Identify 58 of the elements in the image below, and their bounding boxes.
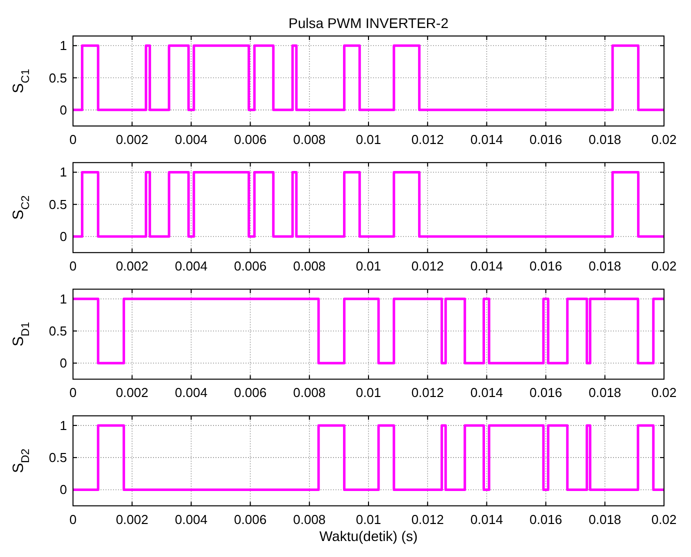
x-tick-label: 0.008: [293, 385, 326, 400]
x-tick-label: 0.014: [470, 512, 503, 527]
x-tick-label: 0: [69, 258, 77, 274]
x-tick-label: 0.016: [530, 258, 562, 274]
x-tick-label: 0.014: [470, 258, 503, 274]
x-tick-label: 0.012: [411, 258, 444, 274]
x-tick-label: 0.016: [530, 512, 562, 527]
x-tick-label: 0.016: [530, 385, 562, 400]
y-tick-label: 1: [60, 38, 67, 54]
x-tick-label: 0.006: [234, 258, 267, 274]
x-tick-label: 0.018: [588, 512, 622, 527]
x-tick-label: 0: [69, 132, 77, 147]
x-tick-label: 0.01: [356, 512, 382, 527]
x-tick-label: 0.004: [174, 512, 208, 527]
y-tick-label: 1: [60, 291, 67, 306]
x-tick-label: 0.008: [293, 132, 326, 147]
x-tick-label: 0.018: [588, 258, 622, 274]
x-tick-label: 0.004: [174, 132, 208, 147]
x-tick-label: 0: [69, 385, 77, 400]
y-tick-label: 0.5: [48, 70, 67, 86]
x-tick-label: 0.01: [356, 258, 382, 274]
y-tick-label: 0: [60, 102, 67, 118]
x-tick-label: 0.014: [470, 132, 503, 147]
y-tick-label: 0: [60, 356, 67, 371]
y-tick-label: 0.5: [48, 450, 67, 466]
x-tick-label: 0.002: [116, 132, 148, 147]
x-axis-title: Waktu(detik) (s): [319, 528, 418, 544]
y-tick-label: 0: [60, 229, 67, 244]
x-tick-label: 0.01: [356, 385, 382, 400]
x-tick-label: 0.008: [293, 512, 326, 527]
x-tick-label: 0.006: [234, 512, 267, 527]
x-tick-label: 0.006: [234, 385, 267, 400]
x-tick-label: 0: [69, 512, 77, 527]
x-tick-label: 0.008: [293, 258, 326, 274]
x-tick-label: 0.012: [411, 512, 444, 527]
x-tick-label: 0.014: [470, 385, 503, 400]
x-tick-label: 0.012: [411, 132, 444, 147]
x-tick-label: 0.018: [588, 385, 622, 400]
x-tick-label: 0.002: [116, 512, 148, 527]
chart-title: Pulsa PWM INVERTER-2: [288, 15, 449, 31]
x-tick-label: 0.01: [356, 132, 382, 147]
x-tick-label: 0.02: [651, 258, 677, 274]
x-tick-label: 0.006: [234, 132, 267, 147]
x-tick-label: 0.002: [116, 385, 148, 400]
x-tick-label: 0.02: [651, 385, 677, 400]
x-tick-label: 0.02: [651, 132, 677, 147]
y-tick-label: 1: [60, 418, 67, 433]
x-tick-label: 0.016: [530, 132, 562, 147]
x-tick-label: 0.02: [651, 512, 677, 527]
y-tick-label: 1: [60, 164, 67, 180]
x-tick-label: 0.012: [411, 385, 444, 400]
x-tick-label: 0.018: [588, 132, 622, 147]
y-tick-label: 0: [60, 482, 67, 498]
x-tick-label: 0.002: [116, 258, 148, 274]
x-tick-label: 0.004: [174, 258, 208, 274]
y-tick-label: 0.5: [48, 196, 67, 212]
y-tick-label: 0.5: [48, 323, 67, 338]
x-tick-label: 0.004: [174, 385, 208, 400]
